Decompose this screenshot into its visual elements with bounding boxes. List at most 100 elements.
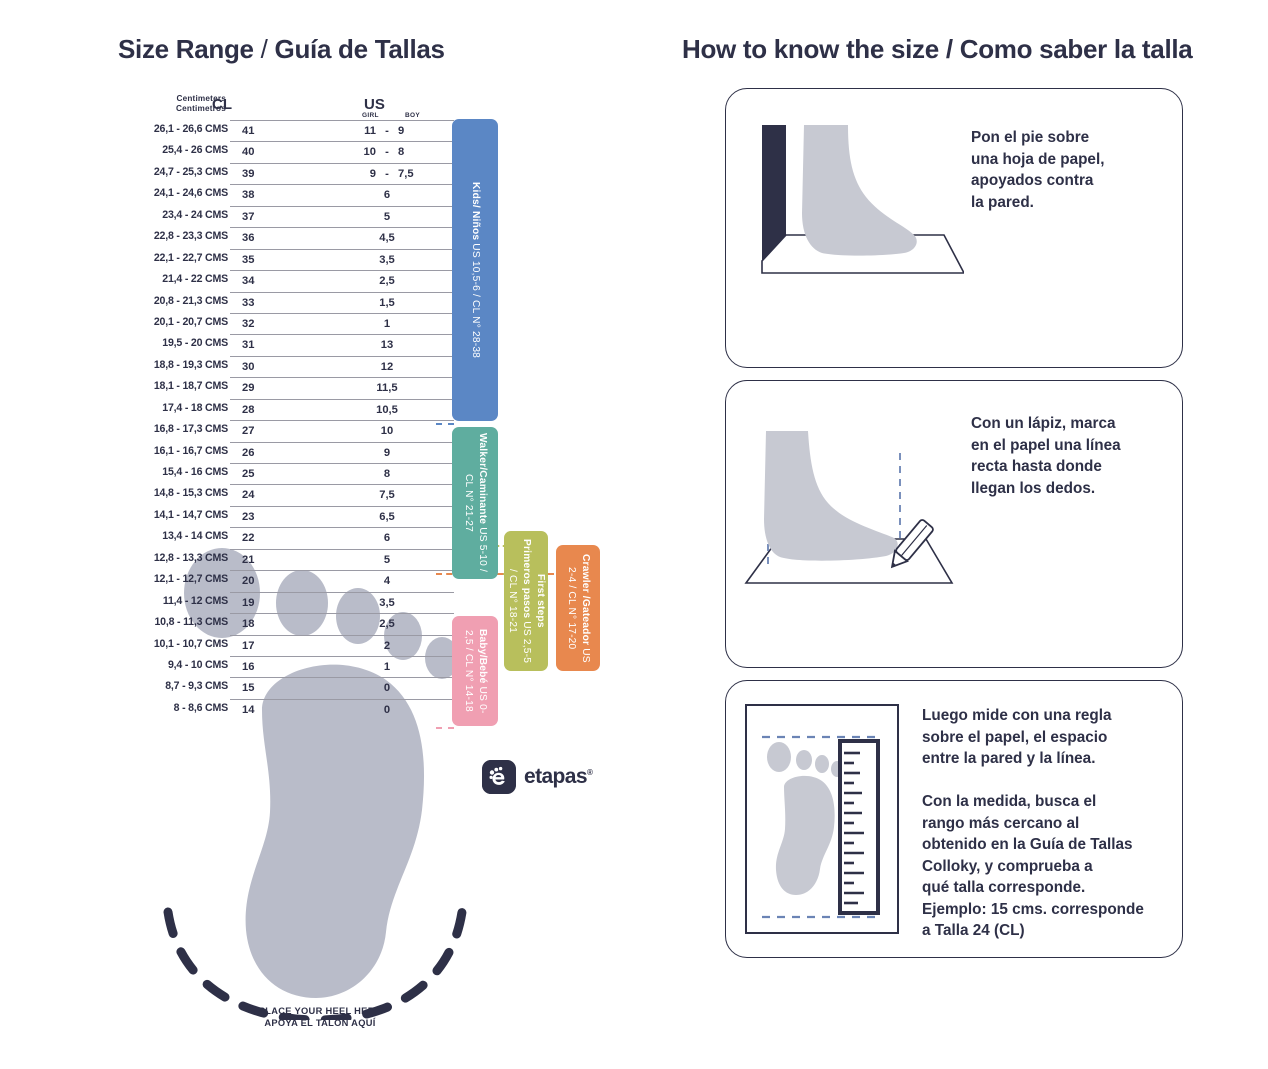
heel-label-es: APOYA EL TALÓN AQUÍ — [264, 1018, 376, 1028]
cell-us-girl: 9 — [369, 167, 376, 180]
category-bar-kids: Kids/ Niños US 10,5-6 / CL N° 28-38 — [452, 119, 498, 421]
category-walker-range: US 5-10 / CL N° 21-27 — [463, 474, 488, 573]
cell-us-size: 11-9 — [320, 125, 454, 137]
cell-centimeters: 13,4 - 14 CMS — [162, 530, 228, 543]
cell-centimeters: 18,8 - 19,3 CMS — [153, 358, 228, 371]
cell-centimeters: 11,4 - 12 CMS — [162, 594, 228, 607]
table-row: 20,8 - 21,3 CMS 33 1,5 — [84, 291, 454, 313]
cell-us-size: 11,5 — [376, 382, 398, 395]
page-title-size-range: Size Range / Guía de Tallas — [118, 34, 445, 65]
category-baby-name: Baby/Bebé — [477, 628, 488, 684]
row-divider — [230, 162, 454, 164]
table-row: 14,1 - 14,7 CMS 23 6,5 — [84, 505, 454, 527]
cell-centimeters: 10,1 - 10,7 CMS — [153, 637, 228, 650]
cell-cl-size: 20 — [242, 575, 255, 588]
cell-us-size: 9-7,5 — [320, 168, 454, 180]
cell-us-size: 0 — [383, 703, 391, 716]
table-row: 22,1 - 22,7 CMS 35 3,5 — [84, 248, 454, 270]
cell-cl-size: 26 — [242, 446, 255, 459]
column-header-boy: BOY — [405, 112, 420, 119]
step-card-3: Luego mide con una regla sobre el papel,… — [725, 680, 1183, 958]
row-divider — [230, 355, 454, 357]
cell-us-size: 5 — [383, 210, 391, 223]
cell-cl-size: 33 — [242, 296, 255, 309]
row-divider — [230, 527, 454, 529]
table-row: 8 - 8,6 CMS 14 0 — [84, 698, 454, 720]
cell-cl-size: 39 — [242, 167, 255, 180]
table-row: 18,8 - 19,3 CMS 30 12 — [84, 355, 454, 377]
cell-us-boy: 9 — [398, 125, 405, 137]
row-divider — [230, 291, 454, 293]
category-crawler-name: Crawler /Gateador — [580, 553, 591, 645]
row-divider — [230, 398, 454, 400]
row-divider — [230, 227, 454, 229]
column-header-us: US — [364, 96, 385, 113]
row-divider — [230, 377, 454, 379]
cell-centimeters: 23,4 - 24 CMS — [162, 208, 228, 221]
row-divider — [230, 312, 454, 314]
cell-us-size: 6,5 — [379, 510, 395, 523]
cell-us-size: 9 — [383, 446, 391, 459]
table-row: 8,7 - 9,3 CMS 15 0 — [84, 677, 454, 698]
cell-cl-size: 17 — [242, 639, 255, 652]
column-header-cl: CL — [212, 96, 232, 113]
cell-centimeters: 16,8 - 17,3 CMS — [153, 423, 228, 436]
table-row: 21,4 - 22 CMS 34 2,5 — [84, 270, 454, 291]
category-bar-walker: Walker/Caminante US 5-10 / CL N° 21-27 — [452, 427, 498, 579]
cell-cl-size: 34 — [242, 275, 255, 288]
cell-us-boy: 8 — [398, 146, 405, 159]
cell-cl-size: 18 — [242, 618, 255, 631]
cell-centimeters: 12,8 - 13,3 CMS — [153, 551, 228, 564]
category-crawler-range: US 2-4 / CL N° 17-20 — [566, 566, 591, 663]
cell-cl-size: 28 — [242, 403, 255, 416]
row-divider — [230, 591, 454, 593]
cell-us-size: 10 — [380, 425, 394, 438]
cell-centimeters: 9,4 - 10 CMS — [167, 658, 228, 671]
cell-cl-size: 27 — [242, 425, 255, 438]
cell-us-size: 2,5 — [379, 275, 395, 288]
row-divider — [230, 205, 454, 207]
brand-trademark: ® — [586, 768, 593, 777]
cell-cl-size: 15 — [242, 682, 255, 695]
category-walker-name: Walker/Caminante — [477, 433, 488, 525]
cell-us-size: 0 — [383, 682, 391, 695]
table-row: 19,5 - 20 CMS 31 13 — [84, 334, 454, 355]
table-row: 12,1 - 12,7 CMS 20 4 — [84, 570, 454, 591]
cell-centimeters: 26,1 - 26,6 CMS — [153, 123, 228, 135]
table-body: 26,1 - 26,6 CMS 41 11-9 25,4 - 26 CMS 40 10-8… — [84, 120, 454, 720]
tick-first-steps — [494, 545, 508, 547]
row-divider — [230, 634, 454, 636]
cell-cl-size: 25 — [242, 468, 255, 480]
row-divider — [230, 484, 454, 486]
table-row: 16,8 - 17,3 CMS 27 10 — [84, 420, 454, 441]
cell-centimeters: 14,1 - 14,7 CMS — [153, 508, 228, 521]
table-row: 12,8 - 13,3 CMS 21 5 — [84, 548, 454, 570]
category-kids-name: Kids/ Niños — [470, 181, 481, 241]
row-divider — [230, 655, 454, 657]
cell-us-dash: - — [385, 167, 389, 180]
cell-centimeters: 25,4 - 26 CMS — [162, 144, 228, 157]
table-row: 10,8 - 11,3 CMS 18 2,5 — [84, 613, 454, 634]
cell-us-size: 3,5 — [379, 253, 395, 266]
cell-us-size: 10,5 — [376, 403, 398, 416]
cell-cl-size: 21 — [242, 553, 255, 566]
row-divider — [230, 420, 454, 422]
cell-us-size: 2 — [383, 639, 391, 652]
cell-cl-size: 38 — [242, 189, 255, 202]
cell-us-size: 6 — [383, 532, 391, 545]
category-kids-range: US 10,5-6 / CL N° 28-38 — [470, 243, 481, 359]
cell-centimeters: 21,4 - 22 CMS — [162, 273, 228, 286]
table-row: 16,1 - 16,7 CMS 26 9 — [84, 441, 454, 463]
step-card-2: Con un lápiz, marca en el papel una líne… — [725, 380, 1183, 668]
row-divider — [230, 270, 454, 272]
table-row: 17,4 - 18 CMS 28 10,5 — [84, 398, 454, 420]
cell-centimeters: 15,4 - 16 CMS — [162, 466, 228, 478]
cell-cl-size: 31 — [242, 339, 255, 352]
cell-us-size: 1 — [383, 660, 391, 673]
cell-us-size: 10-8 — [320, 146, 454, 158]
cell-cl-size: 35 — [242, 253, 255, 266]
cell-cl-size: 37 — [242, 210, 255, 223]
cell-cl-size: 19 — [242, 596, 255, 609]
row-divider — [230, 677, 454, 679]
row-divider — [230, 548, 454, 550]
